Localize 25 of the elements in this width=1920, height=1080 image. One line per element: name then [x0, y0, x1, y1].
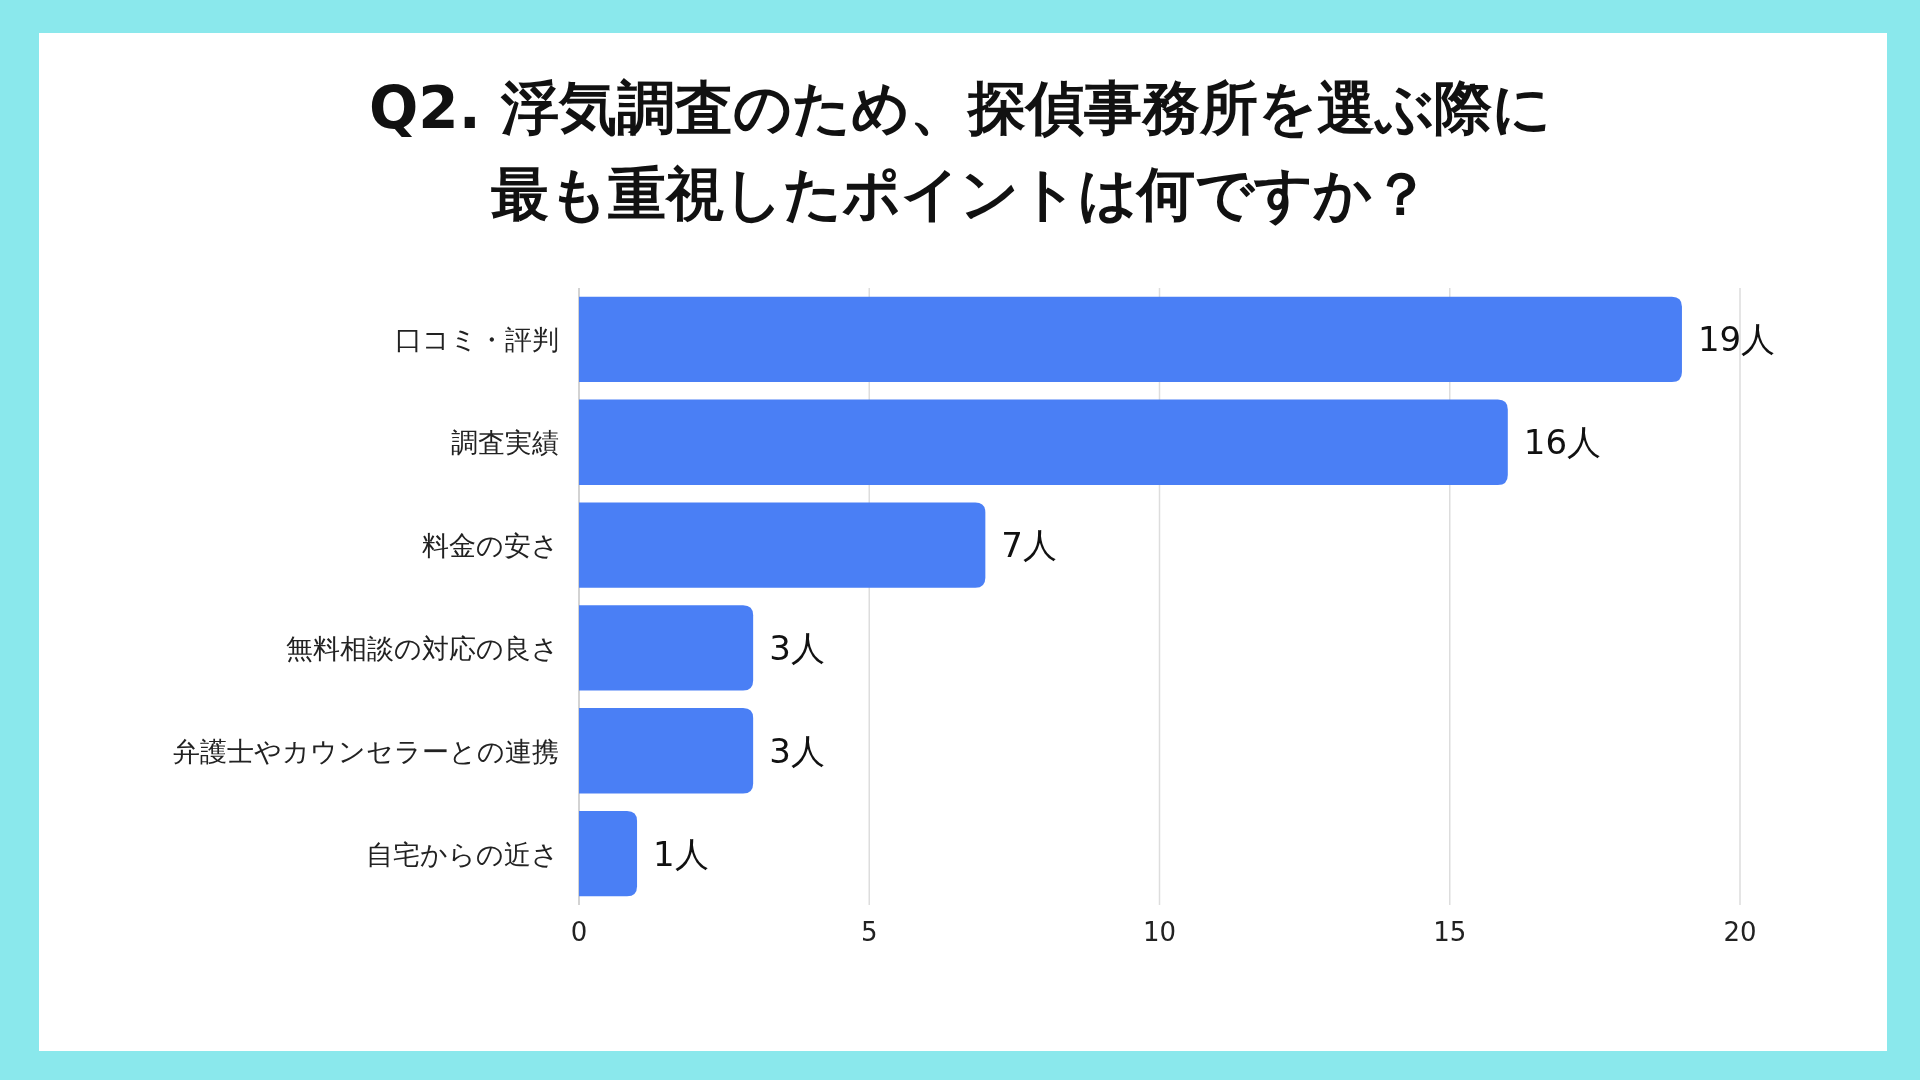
bar [579, 296, 1682, 383]
data-label: 7人 [1001, 525, 1057, 566]
bar [579, 502, 986, 588]
data-label: 16人 [1523, 422, 1602, 463]
data-label: 1人 [653, 833, 709, 874]
y-tick-label: 料金の安さ [422, 530, 559, 562]
x-tick-label: 15 [1433, 917, 1467, 947]
x-tick-label: 20 [1723, 917, 1757, 947]
y-tick-label: 無料相談の対応の良さ [286, 632, 559, 664]
x-tick-label: 5 [860, 917, 878, 947]
y-tick-label: 弁護士やカウンセラーとの連携 [173, 735, 559, 767]
bar [579, 399, 1508, 485]
data-label: 3人 [769, 730, 825, 771]
data-label: 19人 [1697, 319, 1776, 360]
bar [579, 708, 754, 794]
y-tick-label: 調査実績 [451, 427, 559, 459]
y-tick-label: 口コミ・評判 [395, 324, 559, 356]
x-tick-label: 0 [570, 917, 588, 947]
bar [579, 810, 638, 897]
text: Q2. 浮気調査のため、探偵事務所を選ぶ際に [369, 74, 1551, 142]
data-label: 3人 [769, 627, 825, 668]
y-tick-label: 自宅からの近さ [366, 838, 559, 870]
text: 最も重視したポイントは何ですか？ [490, 160, 1430, 228]
bar [579, 605, 754, 691]
x-tick-label: 10 [1142, 917, 1177, 947]
